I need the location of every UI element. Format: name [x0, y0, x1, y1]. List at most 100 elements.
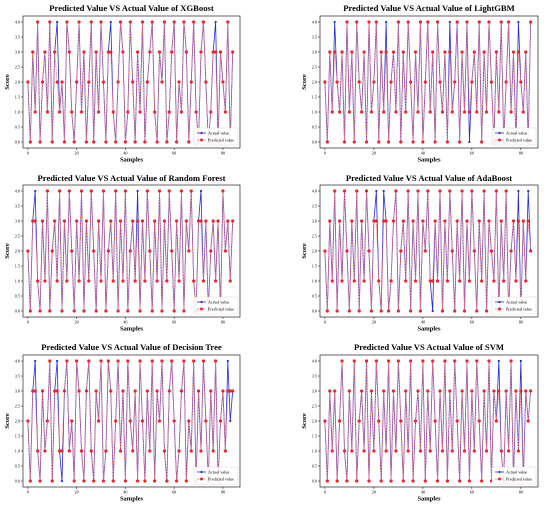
actual-value-point [497, 359, 500, 363]
predicted-value-point [153, 479, 157, 483]
predicted-value-point [218, 419, 223, 423]
predicted-value-point [40, 80, 45, 84]
y-tick-label: 1.0 [15, 278, 20, 283]
predicted-value-point [406, 189, 410, 193]
predicted-value-point [84, 219, 88, 223]
predicted-value-point [62, 219, 67, 223]
y-tick-label: 0.5 [312, 124, 317, 129]
predicted-value-point [92, 140, 96, 144]
predicted-value-point [333, 189, 337, 193]
legend-predicted-marker [200, 477, 203, 481]
legend-predicted-label: Predicted value [506, 137, 532, 142]
predicted-value-point [182, 20, 186, 24]
y-tick-label: 0.5 [15, 124, 20, 129]
predicted-value-point [519, 80, 523, 84]
y-tick-label: 0.0 [312, 139, 317, 144]
predicted-value-point [55, 80, 59, 84]
predicted-value-point [431, 359, 435, 363]
y-tick-label: 2.0 [312, 418, 317, 423]
predicted-value-point [330, 449, 334, 453]
predicted-value-point [223, 449, 227, 453]
legend-predicted-label: Predicted value [208, 306, 234, 311]
x-tick-label: 0 [27, 151, 29, 156]
predicted-value-point [62, 140, 67, 144]
predicted-value-point [143, 479, 147, 483]
predicted-value-point [92, 479, 96, 483]
x-tick-label: 0 [27, 320, 29, 325]
x-axis-label: Samples [120, 326, 144, 333]
predicted-value-point [89, 449, 93, 453]
predicted-value-point [472, 449, 476, 453]
chart-title: Predicted Value VS Actual Value of Rando… [38, 173, 226, 183]
predicted-value-point [96, 219, 101, 223]
predicted-value-point [189, 189, 193, 193]
predicted-value-point [36, 20, 40, 24]
predicted-value-point [138, 309, 142, 313]
x-tick-label: 80 [221, 490, 225, 495]
predicted-value-point [221, 389, 225, 393]
predicted-value-point [199, 449, 203, 453]
chart-panel-1: Predicted Value VS Actual Value of XGBoo… [4, 3, 241, 164]
predicted-value-point [140, 20, 145, 24]
predicted-value-point [172, 419, 176, 423]
predicted-value-point [411, 479, 415, 483]
predicted-value-point [389, 80, 393, 84]
predicted-value-point [223, 110, 227, 114]
predicted-value-line [324, 190, 532, 312]
x-tick-label: 20 [75, 320, 79, 325]
predicted-value-point [448, 50, 452, 54]
actual-value-point [333, 20, 336, 24]
y-tick-label: 1.0 [312, 278, 317, 283]
actual-value-point [34, 359, 37, 363]
predicted-value-point [364, 189, 369, 193]
predicted-value-point [138, 110, 142, 114]
predicted-value-point [352, 359, 356, 363]
predicted-value-point [484, 110, 489, 114]
predicted-value-point [55, 389, 59, 393]
predicted-value-point [126, 110, 130, 114]
predicted-value-point [182, 309, 186, 313]
y-tick-label: 2.5 [15, 233, 20, 238]
x-tick-label: 60 [172, 320, 176, 325]
predicted-value-point [106, 249, 110, 253]
y-axis-label: Score [4, 243, 11, 259]
predicted-value-point [382, 389, 386, 393]
predicted-value-point [36, 279, 40, 283]
legend-actual-label: Actual value [506, 299, 527, 304]
predicted-value-point [328, 219, 332, 223]
predicted-value-point [357, 309, 361, 313]
predicted-value-point [38, 140, 42, 144]
x-tick-label: 20 [372, 490, 376, 495]
y-tick-label: 3.5 [312, 203, 317, 208]
predicted-value-point [138, 359, 142, 363]
predicted-value-point [153, 219, 157, 223]
predicted-value-point [445, 140, 449, 144]
predicted-value-point [330, 279, 334, 283]
legend-actual-marker [498, 470, 501, 474]
predicted-value-point [211, 50, 215, 54]
predicted-value-point [57, 449, 62, 453]
predicted-value-point [337, 419, 342, 423]
predicted-value-point [57, 110, 62, 114]
predicted-value-point [333, 389, 337, 393]
predicted-value-point [426, 189, 430, 193]
predicted-value-point [40, 219, 45, 223]
predicted-value-point [133, 389, 137, 393]
predicted-value-point [170, 359, 174, 363]
predicted-value-point [209, 110, 213, 114]
y-tick-label: 2.0 [15, 248, 20, 253]
y-tick-label: 3.0 [15, 49, 20, 54]
predicted-value-point [231, 50, 235, 54]
legend-actual-marker [200, 470, 203, 474]
predicted-value-point [504, 389, 508, 393]
x-tick-label: 20 [372, 320, 376, 325]
predicted-value-point [509, 359, 513, 363]
predicted-value-point [386, 309, 391, 313]
predicted-value-point [489, 249, 494, 253]
x-axis-label: Samples [417, 326, 441, 333]
predicted-value-point [462, 449, 467, 453]
predicted-value-point [96, 110, 101, 114]
predicted-value-point [455, 20, 459, 24]
predicted-value-point [45, 110, 49, 114]
predicted-value-point [391, 389, 396, 393]
